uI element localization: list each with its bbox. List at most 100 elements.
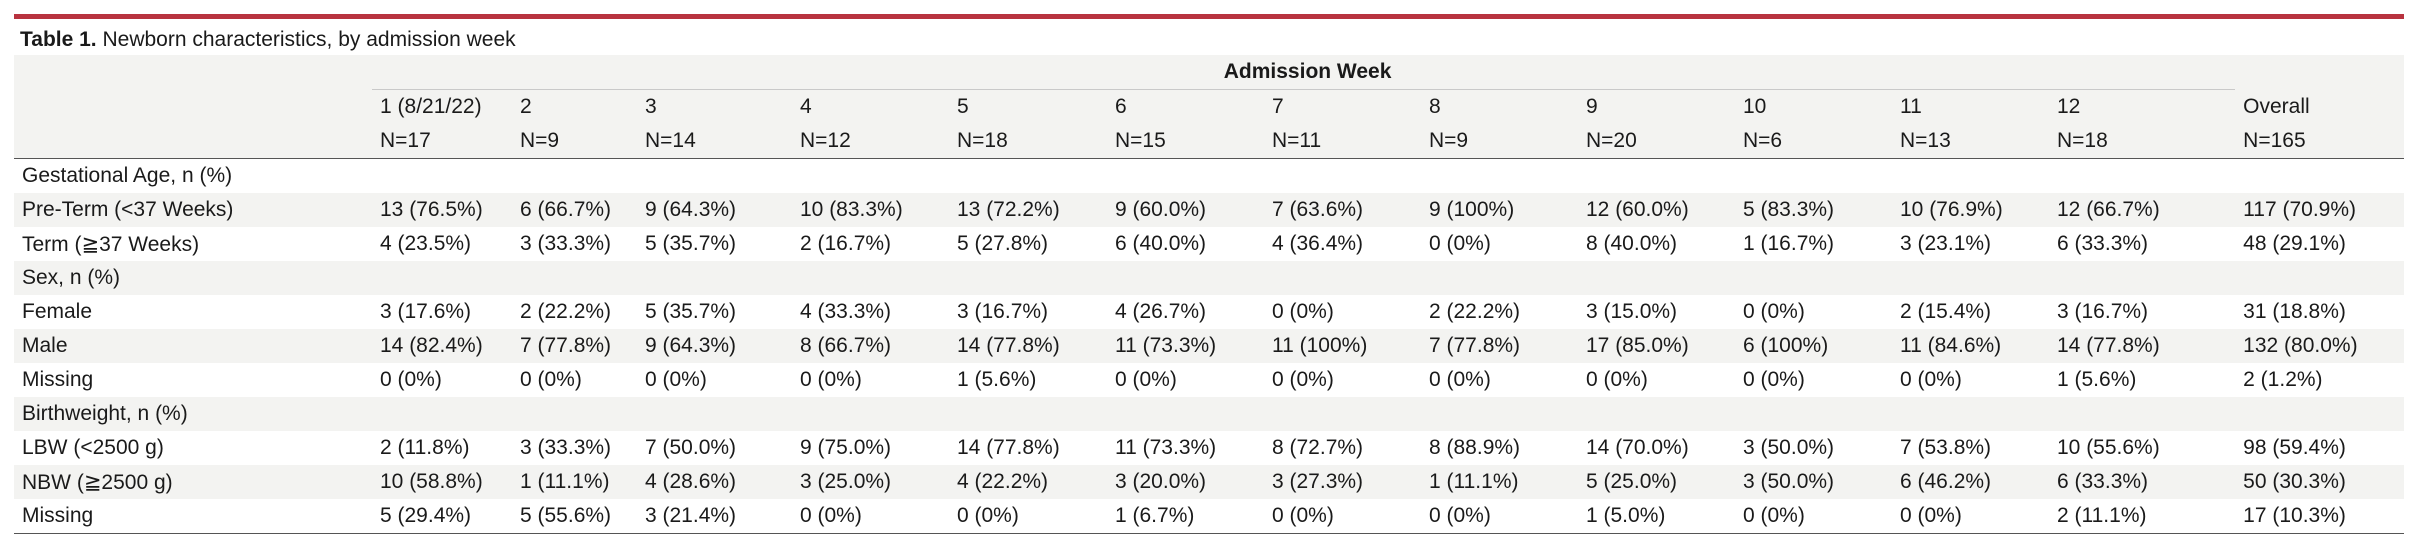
- table-cell: 3 (20.0%): [1107, 465, 1264, 499]
- table-cell: 5 (83.3%): [1735, 193, 1892, 227]
- table-cell: 1 (6.7%): [1107, 499, 1264, 534]
- table-cell: 4 (23.5%): [380, 232, 472, 255]
- caption-label: Table 1.: [20, 28, 97, 51]
- table-cell: 6 (100%): [1735, 329, 1892, 363]
- table-cell: 2 (16.7%): [800, 232, 892, 255]
- row-label: Missing: [22, 368, 94, 391]
- row-label: Term (≧37 Weeks): [22, 232, 200, 256]
- header-blank-cell: [14, 55, 372, 90]
- table-cell: 13 (72.2%): [949, 193, 1107, 227]
- table-row: Female 3 (17.6%) 2 (22.2%) 5 (35.7%) 4 (33.3…: [14, 295, 2404, 329]
- table-cell: 0 (0%): [1264, 499, 1421, 534]
- table-cell: 0 (0%): [1743, 368, 1805, 391]
- week-n-10: N=6: [1735, 124, 1892, 159]
- table-cell: 9 (64.3%): [637, 193, 792, 227]
- week-header-12: 12: [2049, 89, 2236, 124]
- table-row: Term (≧37 Weeks) 4 (23.5%) 3 (33.3%) 5 (35.…: [14, 227, 2404, 261]
- table-cell: 13 (76.5%): [372, 193, 512, 227]
- table-row: Missing 5 (29.4%) 5 (55.6%) 3 (21.4%) 0 (0%)…: [14, 499, 2405, 534]
- week-header-9: 9: [1578, 89, 1735, 124]
- week-n-9: N=20: [1578, 124, 1735, 159]
- week-number: 6: [1115, 95, 1127, 118]
- table-cell: 1 (5.6%): [957, 368, 1037, 391]
- table-row: Missing 0 (0%) 0 (0%) 0 (0%) 0 (0%) 1 (5.6%) 0…: [14, 363, 2404, 397]
- table-cell: 14 (70.0%): [1586, 436, 1689, 459]
- week-number: 9: [1586, 95, 1598, 118]
- week-header-7: 7: [1264, 89, 1421, 124]
- header-blank-cell: [14, 124, 372, 159]
- table-cell: 2 (22.2%): [1429, 300, 1521, 323]
- table-cell: 6 (46.2%): [1892, 465, 2049, 499]
- week-number: 7: [1272, 95, 1284, 118]
- table-cell: 3 (33.3%): [520, 436, 612, 459]
- table-cell: 8 (72.7%): [1272, 436, 1364, 459]
- week-number: 11: [1900, 95, 1922, 118]
- table-cell: 14 (77.8%): [957, 436, 1060, 459]
- table-cell: 132 (80.0%): [2235, 329, 2405, 363]
- table-cell: 2 (1.2%): [2243, 368, 2323, 391]
- table-cell: 0 (0%): [792, 499, 949, 534]
- header-blank-cell: [14, 89, 372, 124]
- week-header-8: 8: [1421, 89, 1578, 124]
- table-cell: 48 (29.1%): [2243, 232, 2346, 255]
- table-cell: 4 (22.2%): [949, 465, 1107, 499]
- header-blank-cell: [2235, 55, 2405, 90]
- section-label: Gestational Age, n (%): [22, 164, 233, 187]
- table-cell: 0 (0%): [1272, 368, 1334, 391]
- table-cell: 3 (50.0%): [1743, 436, 1835, 459]
- table-cell: 0 (0%): [1421, 499, 1578, 534]
- table-cell: 5 (29.4%): [372, 499, 512, 534]
- table-cell: 0 (0%): [1429, 232, 1491, 255]
- table-cell: 11 (73.3%): [1115, 436, 1217, 459]
- table-cell: 1 (11.1%): [1421, 465, 1578, 499]
- overall-header: Overall: [2235, 89, 2405, 124]
- week-header-10: 10: [1735, 89, 1892, 124]
- section-label: Sex, n (%): [14, 261, 2405, 295]
- section-row: Gestational Age, n (%): [14, 159, 2404, 194]
- table-cell: 5 (35.7%): [645, 232, 737, 255]
- table-cell: 5 (35.7%): [645, 300, 737, 323]
- table-cell: 3 (16.7%): [2057, 300, 2149, 323]
- week-header-1: 1 (8/21/22): [372, 89, 512, 124]
- table-cell: 3 (17.6%): [380, 300, 472, 323]
- week-n-3: N=14: [637, 124, 792, 159]
- table-cell: 2 (22.2%): [520, 300, 612, 323]
- table-cell: 6 (66.7%): [512, 193, 637, 227]
- table-cell: 6 (40.0%): [1115, 232, 1207, 255]
- week-number: 10: [1743, 95, 1767, 118]
- table-cell: 7 (63.6%): [1264, 193, 1421, 227]
- table-cell: 6 (33.3%): [2049, 465, 2236, 499]
- week-n-7: N=11: [1264, 124, 1421, 159]
- sample-size-row: N=17 N=9 N=14 N=12 N=18 N=15 N=11 N=9 N=20 N=6 N=1…: [14, 124, 2405, 159]
- table-cell: 0 (0%): [1429, 368, 1491, 391]
- week-n-5: N=18: [949, 124, 1107, 159]
- table-cell: 1 (5.6%): [2057, 368, 2137, 391]
- table-cell: 117 (70.9%): [2235, 193, 2405, 227]
- table-cell: 31 (18.8%): [2243, 300, 2346, 323]
- table-row: LBW (<2500 g) 2 (11.8%) 3 (33.3%) 7 (50.0%)…: [14, 431, 2404, 465]
- table-cell: 3 (27.3%): [1264, 465, 1421, 499]
- week-number: 1: [380, 95, 392, 118]
- table-cell: 12 (60.0%): [1578, 193, 1735, 227]
- table-cell: 2 (15.4%): [1900, 300, 1992, 323]
- table-cell: 14 (77.8%): [949, 329, 1107, 363]
- table-cell: 4 (26.7%): [1115, 300, 1207, 323]
- table-cell: 5 (25.0%): [1578, 465, 1735, 499]
- table-cell: 9 (60.0%): [1107, 193, 1264, 227]
- row-label: Missing: [14, 499, 372, 534]
- week-number: 3: [645, 95, 657, 118]
- table-header: Admission Week 1 (8/21/22) 2 3 4 5 6 7 8 9 10 11 12…: [14, 55, 2405, 159]
- week-header-2: 2: [512, 89, 637, 124]
- table-cell: 10 (76.9%): [1892, 193, 2049, 227]
- table-cell: 0 (0%): [949, 499, 1107, 534]
- table-cell: 17 (10.3%): [2235, 499, 2405, 534]
- week-date: (8/21/22): [391, 95, 482, 118]
- week-n-8: N=9: [1421, 124, 1578, 159]
- header-group-row: Admission Week: [14, 55, 2405, 90]
- table-cell: 11 (100%): [1264, 329, 1421, 363]
- week-n-4: N=12: [792, 124, 949, 159]
- table-cell: 0 (0%): [1272, 300, 1334, 323]
- table-row: Male 14 (82.4%) 7 (77.8%) 9 (64.3%) 8 (66.7%…: [14, 329, 2405, 363]
- table-cell: 50 (30.3%): [2235, 465, 2405, 499]
- row-label: Male: [14, 329, 372, 363]
